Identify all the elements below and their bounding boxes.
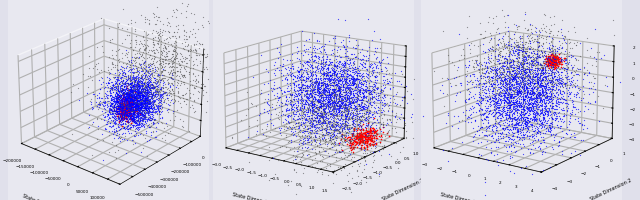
Y-axis label: State Dimension 2: State Dimension 2: [589, 177, 633, 200]
X-axis label: State Dimension 1: State Dimension 1: [232, 191, 276, 200]
X-axis label: State Dimension 1: State Dimension 1: [21, 192, 65, 200]
Y-axis label: State Dimension 2: State Dimension 2: [381, 177, 425, 200]
X-axis label: State Dimension 1: State Dimension 1: [440, 191, 484, 200]
